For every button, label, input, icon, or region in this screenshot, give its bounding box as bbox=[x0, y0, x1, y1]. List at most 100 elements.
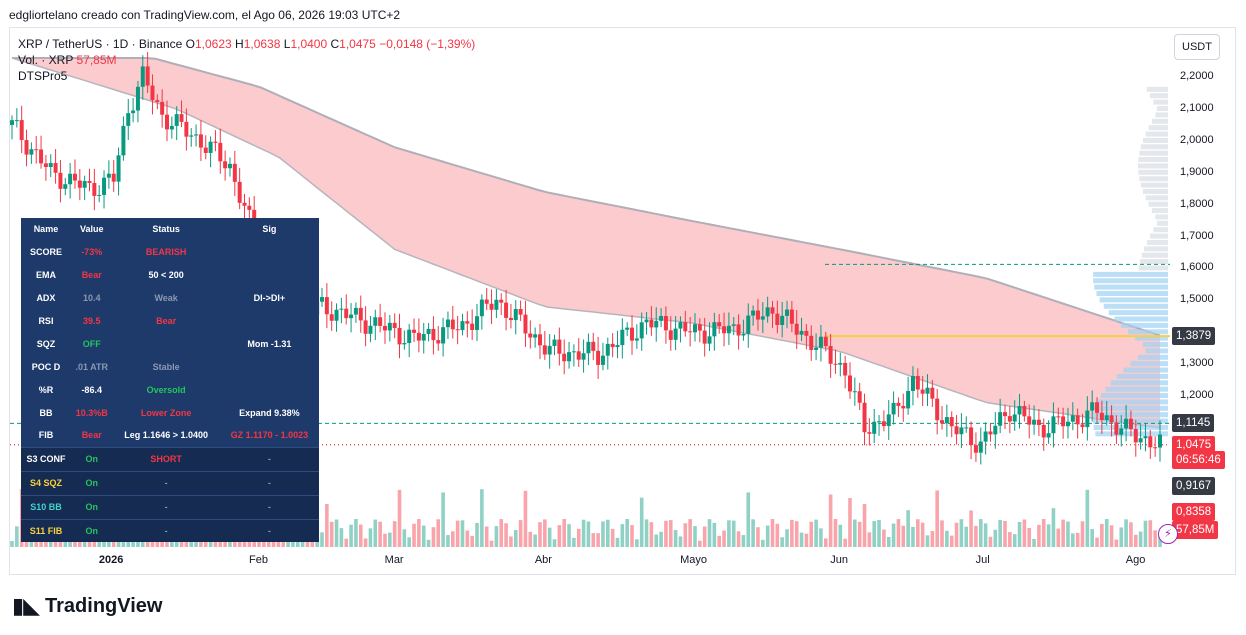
candle-body bbox=[10, 120, 14, 125]
volume-profile-bar bbox=[1138, 169, 1168, 175]
candle-body bbox=[901, 405, 906, 409]
volume-bar bbox=[896, 519, 901, 547]
currency-button[interactable]: USDT bbox=[1174, 34, 1220, 60]
candle-body bbox=[930, 387, 935, 399]
volume-bar bbox=[538, 522, 542, 547]
candle-body bbox=[688, 331, 693, 333]
candle-body bbox=[1124, 418, 1129, 429]
volume-profile-bar bbox=[1142, 342, 1168, 348]
candle-body bbox=[227, 163, 232, 169]
volume-profile-bar bbox=[1093, 278, 1168, 284]
price-axis-label: 1,2000 bbox=[1180, 389, 1214, 402]
candle-body bbox=[780, 315, 785, 325]
volume-bar bbox=[683, 523, 688, 547]
candle-body bbox=[48, 163, 53, 167]
volume-bar bbox=[431, 527, 436, 547]
candle-body bbox=[983, 431, 988, 442]
dashboard-status: Weak bbox=[154, 293, 178, 304]
volume-bar bbox=[630, 525, 634, 547]
dashboard-status: BEARISH bbox=[145, 247, 187, 258]
volume-profile-bar bbox=[1140, 144, 1168, 150]
volume-bar bbox=[848, 498, 852, 547]
dashboard-status: Leg 1.1646 > 1.0400 bbox=[124, 430, 209, 441]
volume-bar bbox=[916, 519, 920, 547]
volume-bar bbox=[770, 519, 775, 547]
candle-body bbox=[562, 353, 567, 362]
candle-body bbox=[155, 100, 160, 102]
volume-bar bbox=[499, 519, 504, 547]
tradingview-footer[interactable]: ▮◣ TradingView bbox=[12, 593, 162, 619]
volume-bar bbox=[1027, 527, 1032, 547]
candle-body bbox=[891, 402, 896, 415]
volume-profile-bar bbox=[1137, 354, 1168, 360]
candle-body bbox=[625, 327, 630, 330]
volume-bar bbox=[363, 538, 368, 547]
volume-bar bbox=[513, 530, 518, 547]
candle-body bbox=[692, 324, 697, 333]
candle-body bbox=[358, 307, 363, 321]
alert-icon[interactable]: ⚡ bbox=[1158, 524, 1178, 544]
candle-body bbox=[82, 181, 87, 188]
volume-label[interactable]: Vol. · XRP bbox=[18, 53, 74, 67]
dashboard-value: 10.4 bbox=[82, 293, 101, 304]
dashboard-header: Sig bbox=[262, 224, 277, 235]
price-tag: 1,3879 bbox=[1172, 327, 1216, 346]
volume-bar bbox=[1158, 536, 1162, 547]
candle-body bbox=[111, 173, 116, 182]
candle-body bbox=[557, 339, 562, 354]
volume-bar bbox=[731, 520, 736, 547]
volume-bar bbox=[567, 524, 571, 547]
symbol-label[interactable]: XRP / TetherUS · 1D · Binance bbox=[18, 37, 183, 51]
candle-body bbox=[479, 299, 484, 317]
volume-bar bbox=[843, 538, 847, 547]
volume-bar bbox=[823, 538, 828, 547]
volume-bar bbox=[678, 536, 683, 547]
volume-bar bbox=[543, 519, 547, 547]
dashboard-row: EMA Bear 50 < 200 bbox=[21, 264, 319, 287]
candle-body bbox=[654, 320, 659, 328]
candle-body bbox=[920, 389, 925, 394]
dashboard-value: Bear bbox=[81, 270, 102, 281]
volume-profile-bar bbox=[1135, 335, 1168, 341]
candle-body bbox=[19, 120, 24, 141]
volume-bar bbox=[1148, 520, 1153, 547]
candle-body bbox=[591, 341, 596, 351]
chart-frame[interactable]: XRP / TetherUS · 1D · Binance O1,0623 H1… bbox=[9, 27, 1236, 575]
candle-body bbox=[1065, 421, 1070, 427]
candle-body bbox=[436, 340, 441, 344]
volume-bar bbox=[388, 532, 392, 547]
signal-value: On bbox=[70, 518, 113, 543]
volume-profile-bar bbox=[1096, 291, 1168, 296]
candle-body bbox=[508, 317, 513, 321]
signal-value: On bbox=[70, 446, 113, 472]
candle-body bbox=[683, 322, 688, 332]
candle-body bbox=[92, 182, 97, 196]
candle-body bbox=[68, 173, 73, 185]
candle-body bbox=[576, 351, 581, 360]
volume-bar bbox=[465, 530, 470, 547]
dashboard-row: FIB Bear Leg 1.1646 > 1.0400 GZ 1.1170 - 1.… bbox=[21, 424, 319, 447]
candle-body bbox=[203, 147, 208, 153]
candle-body bbox=[363, 320, 368, 334]
candle-body bbox=[1027, 416, 1032, 425]
candle-body bbox=[910, 375, 915, 391]
dashboard-name: SCORE bbox=[29, 247, 62, 258]
candle-body bbox=[1075, 415, 1080, 425]
volume-profile-bar bbox=[1095, 431, 1168, 437]
volume-bar bbox=[857, 521, 862, 547]
volume-bar bbox=[460, 520, 465, 547]
candle-body bbox=[678, 322, 683, 329]
volume-bar bbox=[10, 541, 14, 547]
candle-body bbox=[397, 327, 402, 345]
candle-body bbox=[416, 332, 421, 341]
price-chart[interactable] bbox=[10, 28, 1236, 575]
candle-body bbox=[470, 323, 475, 330]
candle-body bbox=[145, 66, 150, 86]
indicator-label[interactable]: DTSPro5 bbox=[18, 69, 68, 83]
volume-bar bbox=[649, 522, 654, 547]
candle-body bbox=[53, 163, 58, 173]
candle-body bbox=[949, 417, 954, 427]
volume-bar bbox=[475, 522, 479, 547]
dashboard-signal-row: S10 BB On - - bbox=[21, 494, 319, 520]
cloud-upper-line bbox=[12, 57, 1161, 337]
